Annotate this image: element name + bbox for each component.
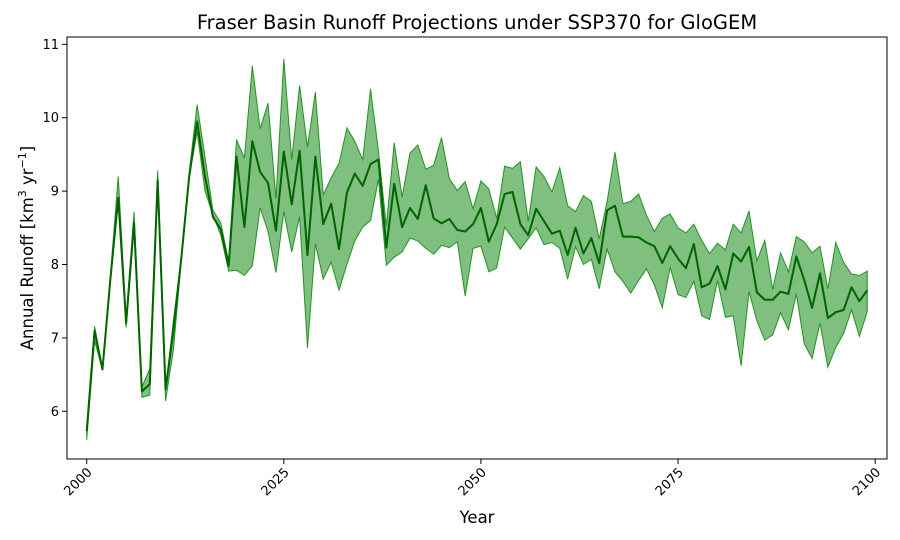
mean-runoff-line — [85, 120, 869, 432]
y-axis-label-unit: yr — [18, 168, 37, 190]
chart-title: Fraser Basin Runoff Projections under SS… — [197, 11, 757, 34]
y-tick-label: 8 — [51, 258, 59, 273]
y-tick-label: 11 — [42, 38, 59, 53]
y-axis-label-bracket: ] — [18, 146, 37, 152]
uncertainty-band — [86, 58, 868, 440]
y-axis-label-sup-3: 3 — [16, 190, 29, 197]
x-axis-label: Year — [459, 508, 495, 527]
y-axis: 6 7 8 9 10 11 — [42, 38, 67, 420]
y-axis-label: Annual Runoff [km3 yr−1] — [16, 146, 37, 350]
y-tick-label: 10 — [42, 111, 59, 126]
axes-frame — [66, 36, 888, 460]
y-axis-label-text: Annual Runoff [km — [18, 197, 37, 350]
y-tick-label: 7 — [51, 331, 59, 346]
plot-area — [85, 58, 869, 440]
y-axis-label-sup-minus-1: −1 — [16, 152, 29, 168]
y-tick-label: 6 — [51, 405, 59, 420]
y-tick-label: 9 — [51, 185, 59, 200]
